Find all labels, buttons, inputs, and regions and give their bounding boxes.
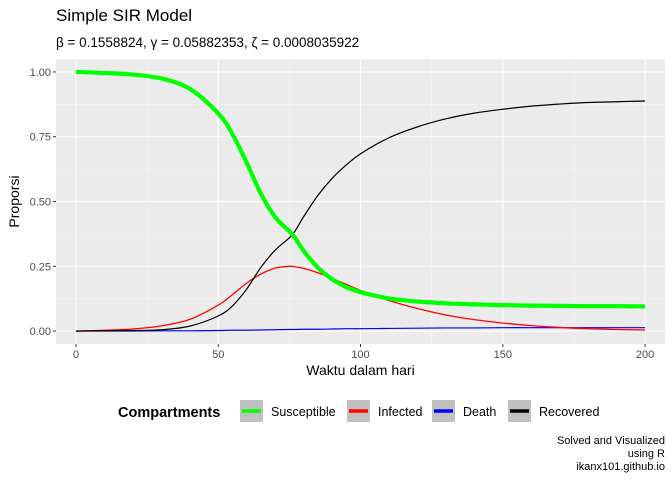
y-tick-label: 0.00 [30,326,51,338]
legend-label-infected: Infected [378,405,423,419]
x-tick-label: 0 [73,349,79,361]
series-line-recovered [75,100,646,332]
chart-subtitle: β = 0.1558824, γ = 0.05882353, ζ = 0.000… [56,35,359,50]
grid-lines [56,59,665,344]
legend: Compartments Susceptible Infected Death Rec… [118,400,599,422]
caption-line-3: ikanx101.github.io [576,461,665,473]
x-tick-label: 100 [351,349,369,361]
y-axis-title: Proporsi [6,175,22,227]
legend-label-death: Death [463,405,496,419]
x-tick-label: 200 [636,349,654,361]
legend-title: Compartments [118,405,220,421]
caption: Solved and Visualized using R ikanx101.g… [557,435,665,473]
axis-ticks: 0 50 100 150 200 0.00 0.25 0.50 0.75 1.00 [30,67,655,361]
y-tick-label: 1.00 [30,67,51,79]
y-tick-label: 0.50 [30,197,51,209]
series-line-death [75,327,646,332]
chart-title: Simple SIR Model [56,6,192,25]
x-axis-title: Waktu dalam hari [306,362,414,378]
x-tick-label: 50 [212,349,224,361]
series-line-infected [75,265,646,332]
y-tick-label: 0.25 [30,261,51,273]
series-lines [75,69,646,332]
caption-line-2: using R [628,448,665,460]
caption-line-1: Solved and Visualized [557,435,665,447]
series-line-susceptible [75,69,646,309]
legend-label-susceptible: Susceptible [271,405,336,419]
x-tick-label: 150 [494,349,512,361]
y-tick-label: 0.75 [30,132,51,144]
legend-label-recovered: Recovered [539,405,599,419]
